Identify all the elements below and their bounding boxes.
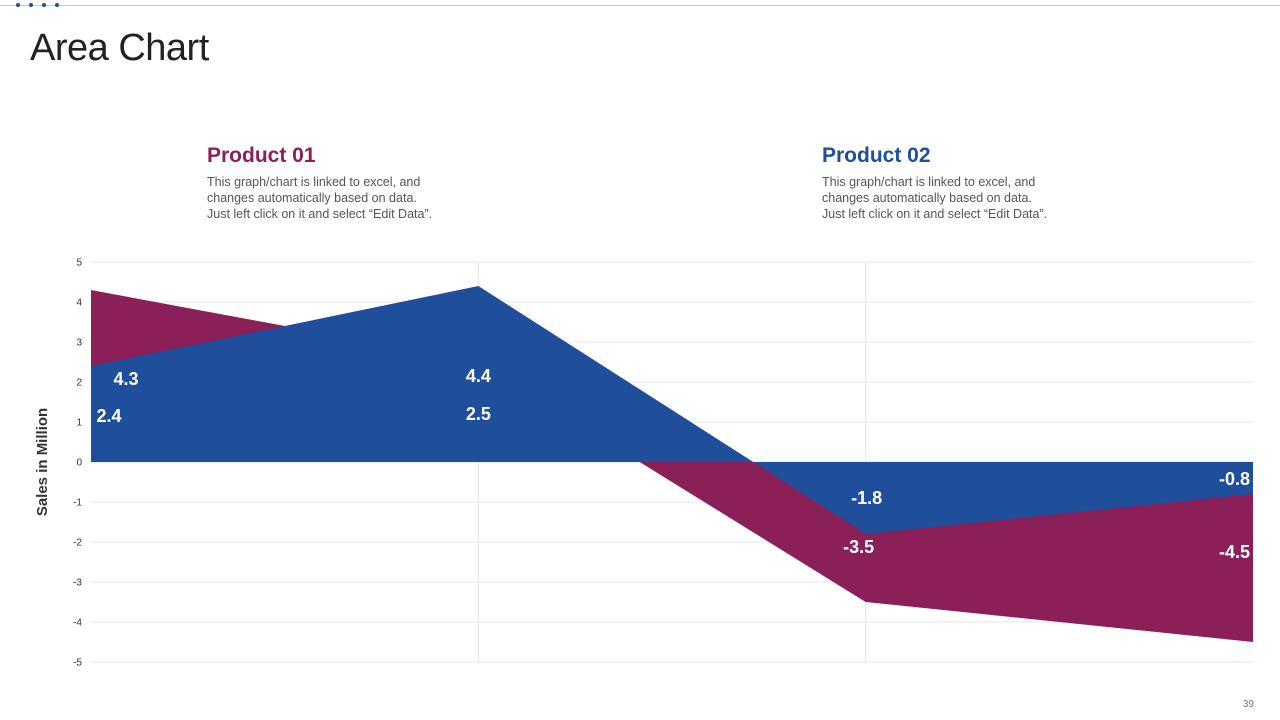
dot	[16, 3, 20, 7]
decorative-dots	[16, 3, 59, 7]
y-tick-label: -3	[73, 578, 82, 589]
data-label: -0.8	[1219, 469, 1250, 489]
y-tick-label: 1	[76, 418, 82, 429]
product-01-description: This graph/chart is linked to excel, and…	[207, 174, 507, 222]
y-tick-label: -2	[73, 538, 82, 549]
data-label: 4.4	[466, 366, 491, 386]
dot	[42, 3, 46, 7]
description-line: changes automatically based on data.	[207, 191, 417, 205]
y-tick-label: 0	[76, 458, 82, 469]
description-line: changes automatically based on data.	[822, 191, 1032, 205]
y-tick-label: -5	[73, 658, 82, 669]
y-tick-label: -1	[73, 498, 82, 509]
data-label: -3.5	[843, 537, 874, 557]
y-tick-label: 2	[76, 378, 82, 389]
page-number: 39	[1242, 699, 1254, 710]
product-01-title: Product 01	[207, 144, 316, 167]
description-line: This graph/chart is linked to excel, and	[822, 175, 1036, 189]
description-line: Just left click on it and select “Edit D…	[207, 207, 433, 221]
description-line: This graph/chart is linked to excel, and	[207, 175, 421, 189]
product-02-title: Product 02	[822, 144, 931, 167]
data-label: 4.3	[113, 369, 138, 389]
data-label: -4.5	[1219, 542, 1250, 562]
data-label: -1.8	[851, 488, 882, 508]
y-tick-label: 5	[76, 258, 82, 269]
data-label: 2.5	[466, 404, 491, 424]
y-tick-label: 4	[76, 298, 82, 309]
product-02-legend: Product 02 This graph/chart is linked to…	[822, 144, 1122, 222]
data-label: 2.4	[96, 406, 121, 426]
dot	[55, 3, 59, 7]
y-axis-title: Sales in Million	[34, 408, 51, 516]
product-02-description: This graph/chart is linked to excel, and…	[822, 174, 1122, 222]
dot	[29, 3, 33, 7]
area-series-2	[91, 286, 1253, 534]
description-line: Just left click on it and select “Edit D…	[822, 207, 1048, 221]
product-01-legend: Product 01 This graph/chart is linked to…	[207, 144, 507, 222]
top-divider	[0, 5, 1280, 6]
page-title: Area Chart	[30, 27, 209, 69]
y-tick-label: -4	[73, 618, 82, 629]
y-tick-label: 3	[76, 338, 82, 349]
